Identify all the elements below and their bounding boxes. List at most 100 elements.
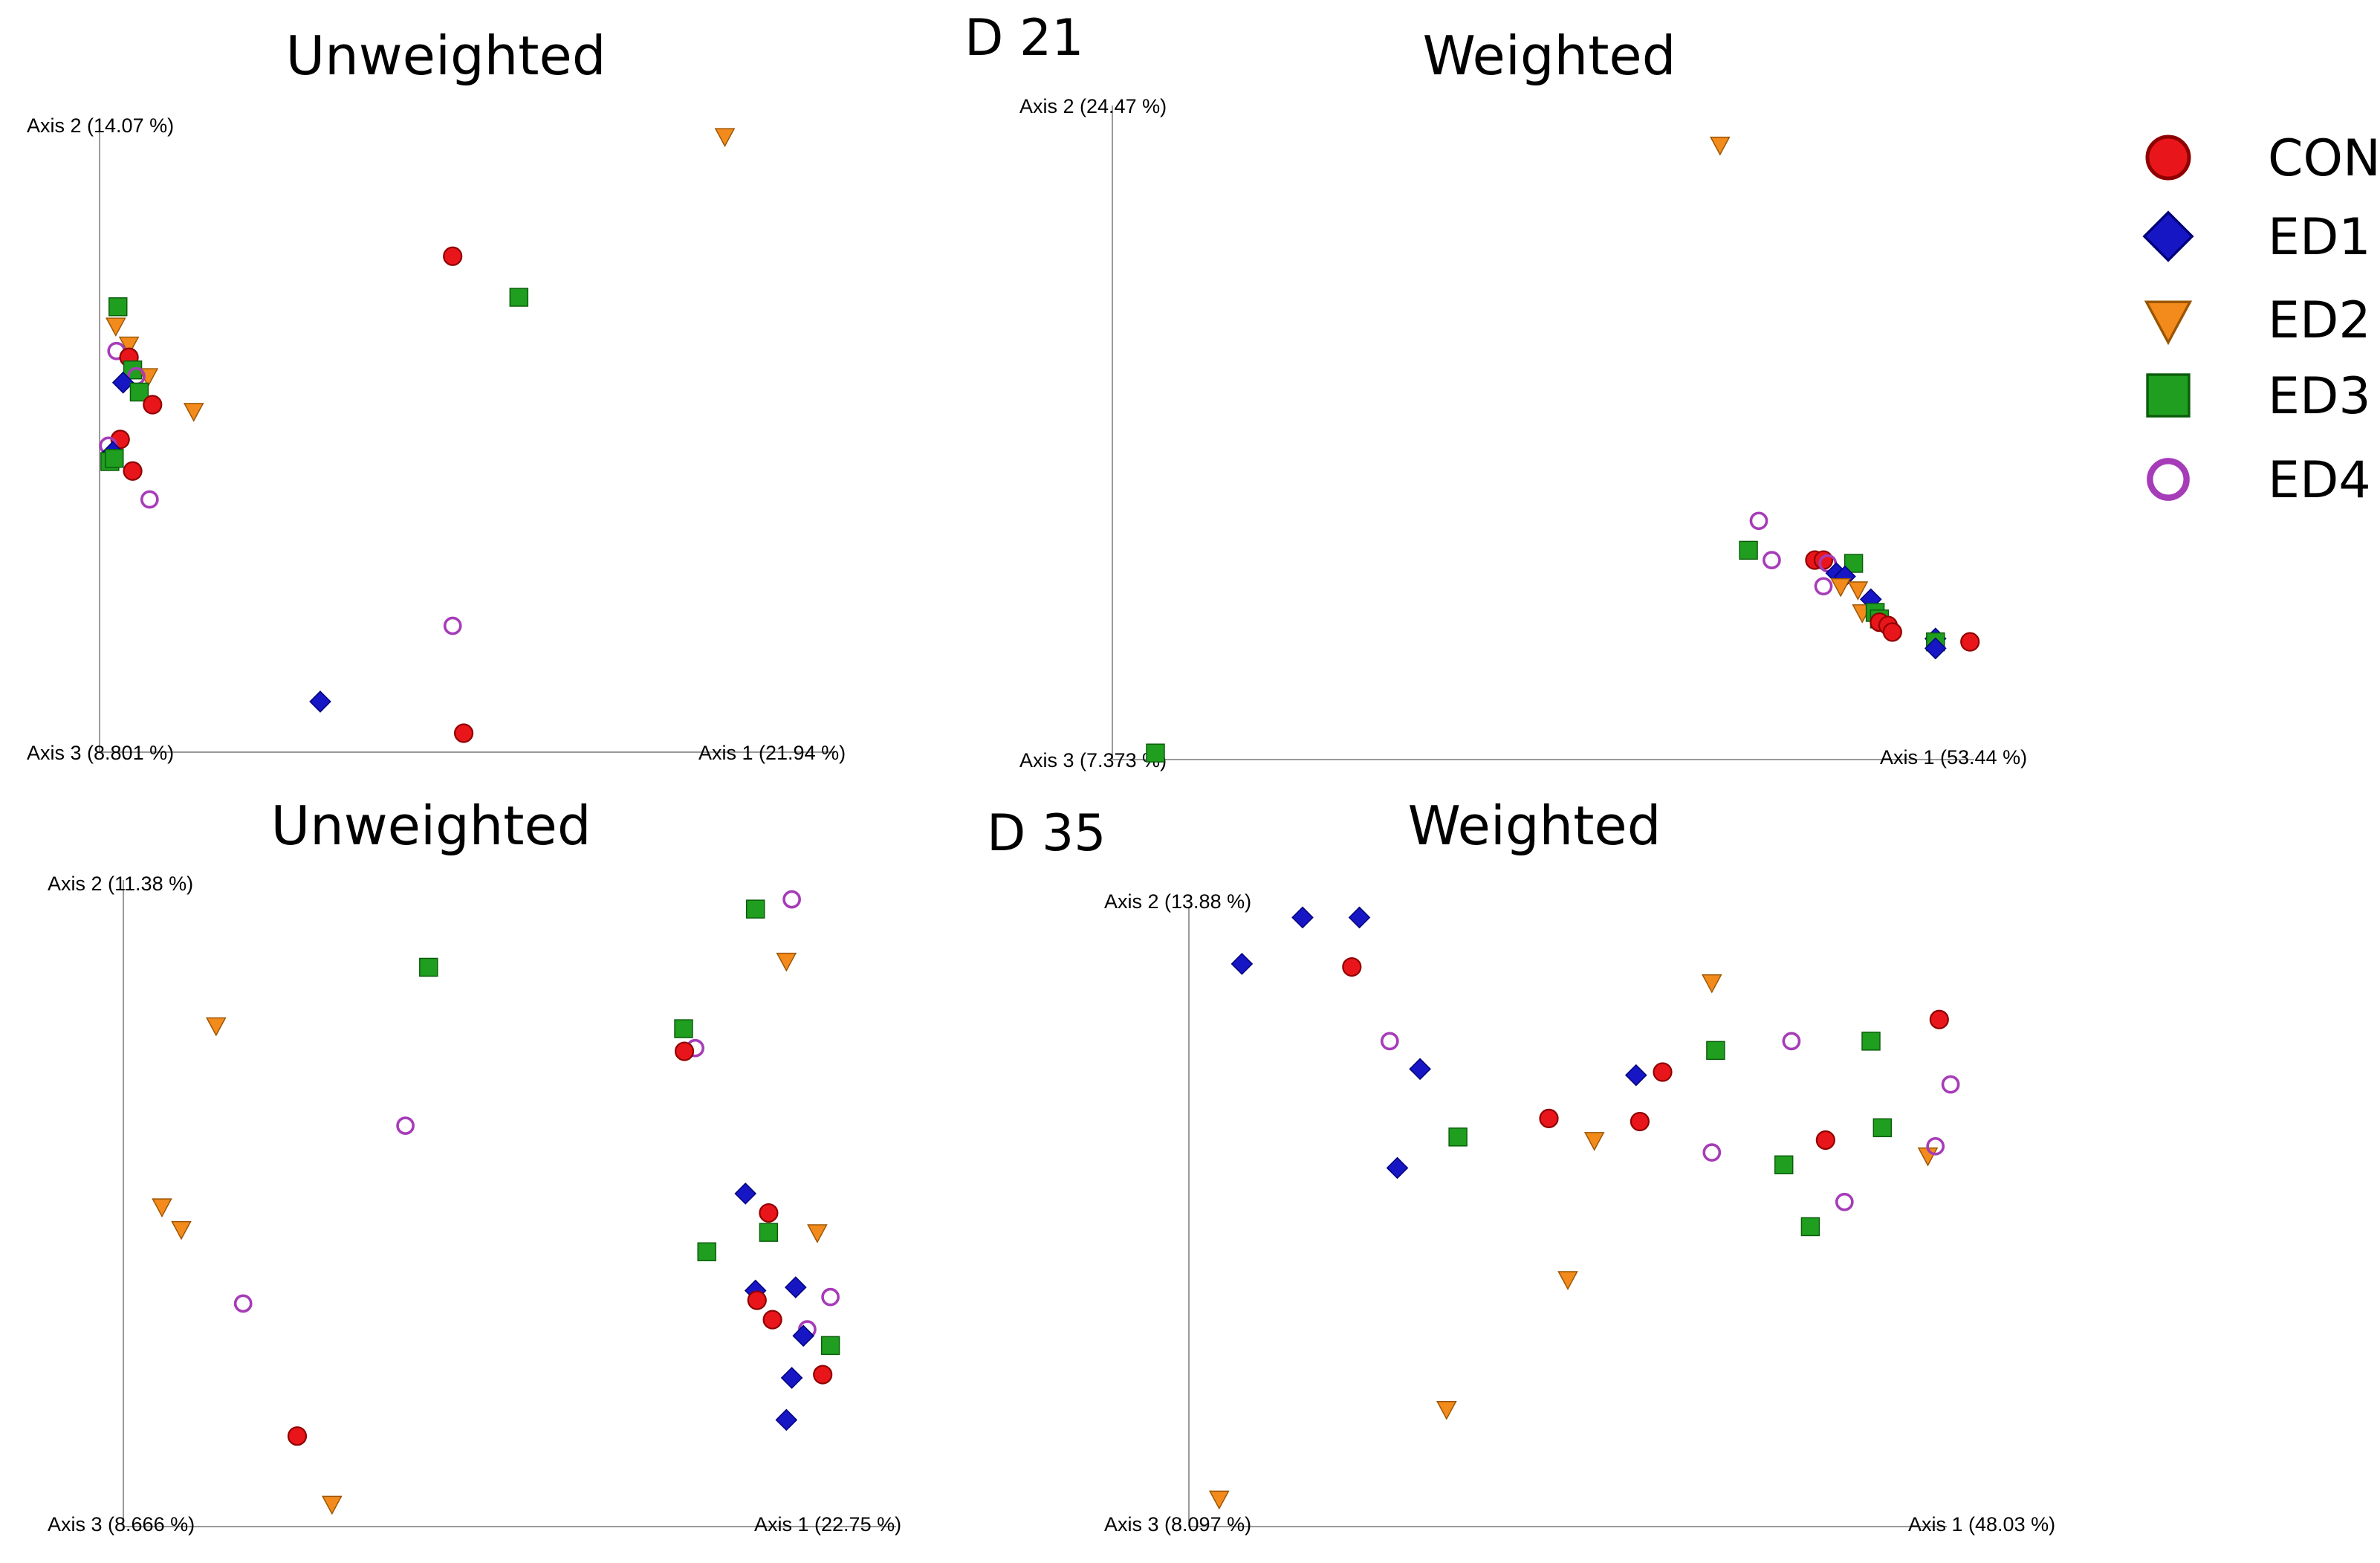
axis3-label: Axis 3 (8.801 %) — [27, 742, 174, 764]
panel-d21-unweighted: Unweighted Axis 2 (14.07 %) Axis 3 (8.801 … — [27, 25, 846, 764]
data-point-con — [762, 1310, 782, 1330]
data-point-ed2 — [807, 1224, 828, 1243]
legend-item-ed4: ED4 — [2147, 451, 2371, 510]
data-point-ed4 — [233, 1294, 253, 1313]
data-point-con — [123, 461, 143, 481]
data-point-ed3 — [1739, 540, 1758, 560]
pcoa-panels: Unweighted Axis 2 (14.07 %) Axis 3 (8.801 … — [27, 25, 2055, 1536]
data-point-con — [759, 1203, 779, 1223]
data-point-ed4 — [1702, 1143, 1722, 1162]
axis2-label: Axis 2 (11.38 %) — [48, 873, 193, 895]
data-point-ed1 — [1386, 1156, 1409, 1179]
panel-d35-weighted: Weighted Axis 2 (13.88 %) Axis 3 (8.097 %)… — [1104, 795, 2055, 1536]
day-label-d21: D 21 — [964, 9, 1084, 68]
data-point-ed2 — [183, 403, 204, 422]
data-point-ed2 — [1436, 1400, 1457, 1420]
data-point-ed2 — [1583, 1132, 1605, 1151]
day-label-d35: D 35 — [987, 804, 1106, 863]
data-point-ed3 — [1448, 1127, 1468, 1147]
data-point-ed1 — [1409, 1058, 1431, 1081]
data-point-ed4 — [782, 890, 801, 909]
data-point-ed2 — [714, 128, 736, 147]
data-point-ed2 — [1557, 1271, 1578, 1290]
data-point-con — [747, 1290, 767, 1310]
data-point-ed4 — [1941, 1075, 1960, 1094]
data-point-ed3 — [1800, 1217, 1820, 1237]
axis2-label: Axis 2 (13.88 %) — [1104, 890, 1251, 913]
data-point-ed4 — [140, 490, 159, 509]
data-point-ed3 — [759, 1223, 779, 1242]
data-point-ed2 — [1847, 581, 1869, 601]
data-point-con — [813, 1365, 833, 1385]
data-point-ed1 — [792, 1324, 815, 1347]
data-point-ed1 — [1291, 906, 1314, 929]
data-point-ed1 — [1348, 906, 1371, 929]
data-point-ed2 — [171, 1220, 192, 1240]
data-point-ed1 — [1624, 1064, 1647, 1087]
data-point-ed3 — [108, 297, 128, 317]
data-point-ed2 — [152, 1198, 172, 1218]
data-point-ed1 — [775, 1408, 798, 1431]
data-point-ed1 — [309, 690, 331, 713]
data-point-ed3 — [820, 1336, 840, 1356]
data-point-con — [287, 1426, 308, 1446]
data-point-ed3 — [1146, 743, 1165, 763]
data-point-con — [1960, 632, 1980, 652]
axis3-label: Axis 3 (8.666 %) — [48, 1513, 195, 1536]
data-point-ed4 — [1763, 551, 1781, 569]
data-point-con — [1813, 550, 1834, 570]
axis2-label: Axis 2 (24.47 %) — [1019, 95, 1167, 117]
data-point-ed3 — [745, 899, 765, 919]
data-point-ed1 — [784, 1276, 807, 1298]
data-point-ed3 — [129, 382, 149, 402]
axis2-label: Axis 2 (14.07 %) — [27, 114, 174, 137]
data-point-ed1 — [111, 371, 134, 394]
legend-item-ed1: ED1 — [2142, 208, 2371, 267]
legend-label: ED2 — [2268, 291, 2371, 350]
data-point-ed4 — [1749, 511, 1768, 531]
panel-title: Weighted — [1408, 795, 1661, 857]
data-point-con — [1539, 1108, 1559, 1128]
legend-label: CON — [2268, 129, 2380, 188]
data-point-ed3 — [1861, 1032, 1881, 1051]
data-point-ed4 — [1814, 577, 1833, 596]
legend-label: ED3 — [2268, 367, 2371, 426]
data-point-ed4 — [1782, 1032, 1801, 1051]
data-point-ed4 — [443, 616, 462, 635]
axis1-label: Axis 1 (21.94 %) — [698, 742, 846, 764]
data-point-ed4 — [1835, 1192, 1854, 1211]
axis1-label: Axis 1 (53.44 %) — [1880, 746, 2027, 768]
data-point-ed2 — [1208, 1490, 1230, 1510]
data-point-con — [1929, 1009, 1949, 1029]
data-point-ed3 — [674, 1019, 693, 1038]
data-point-ed2 — [776, 952, 797, 972]
legend-marker-con — [2145, 135, 2191, 181]
legend-marker-ed4 — [2147, 458, 2190, 501]
data-point-ed1 — [780, 1367, 803, 1389]
panel-title: Unweighted — [285, 25, 606, 87]
data-point-ed2 — [1709, 136, 1731, 156]
data-point-ed2 — [205, 1017, 227, 1037]
legend-label: ED4 — [2268, 451, 2371, 510]
data-point-ed2 — [321, 1495, 343, 1515]
data-point-con — [1630, 1111, 1650, 1132]
data-point-ed3 — [1706, 1041, 1725, 1061]
legend-item-ed2: ED2 — [2144, 291, 2371, 350]
data-point-ed2 — [105, 317, 126, 337]
legend-marker-ed2 — [2144, 300, 2193, 346]
data-point-ed3 — [509, 288, 529, 307]
panel-title: Unweighted — [270, 795, 591, 857]
data-point-con — [453, 723, 474, 743]
data-point-ed3 — [1774, 1155, 1794, 1175]
data-point-ed1 — [1230, 953, 1254, 975]
legend-item-con: CON — [2145, 129, 2380, 188]
data-point-con — [443, 246, 463, 266]
legend: CON ED1 ED2 ED3 ED4 — [2142, 129, 2380, 510]
data-point-ed1 — [734, 1182, 757, 1205]
data-point-ed2 — [118, 336, 140, 356]
data-point-con — [1342, 957, 1362, 977]
data-point-ed2 — [1830, 577, 1852, 598]
data-point-ed3 — [419, 957, 438, 977]
legend-item-ed3: ED3 — [2146, 367, 2371, 426]
